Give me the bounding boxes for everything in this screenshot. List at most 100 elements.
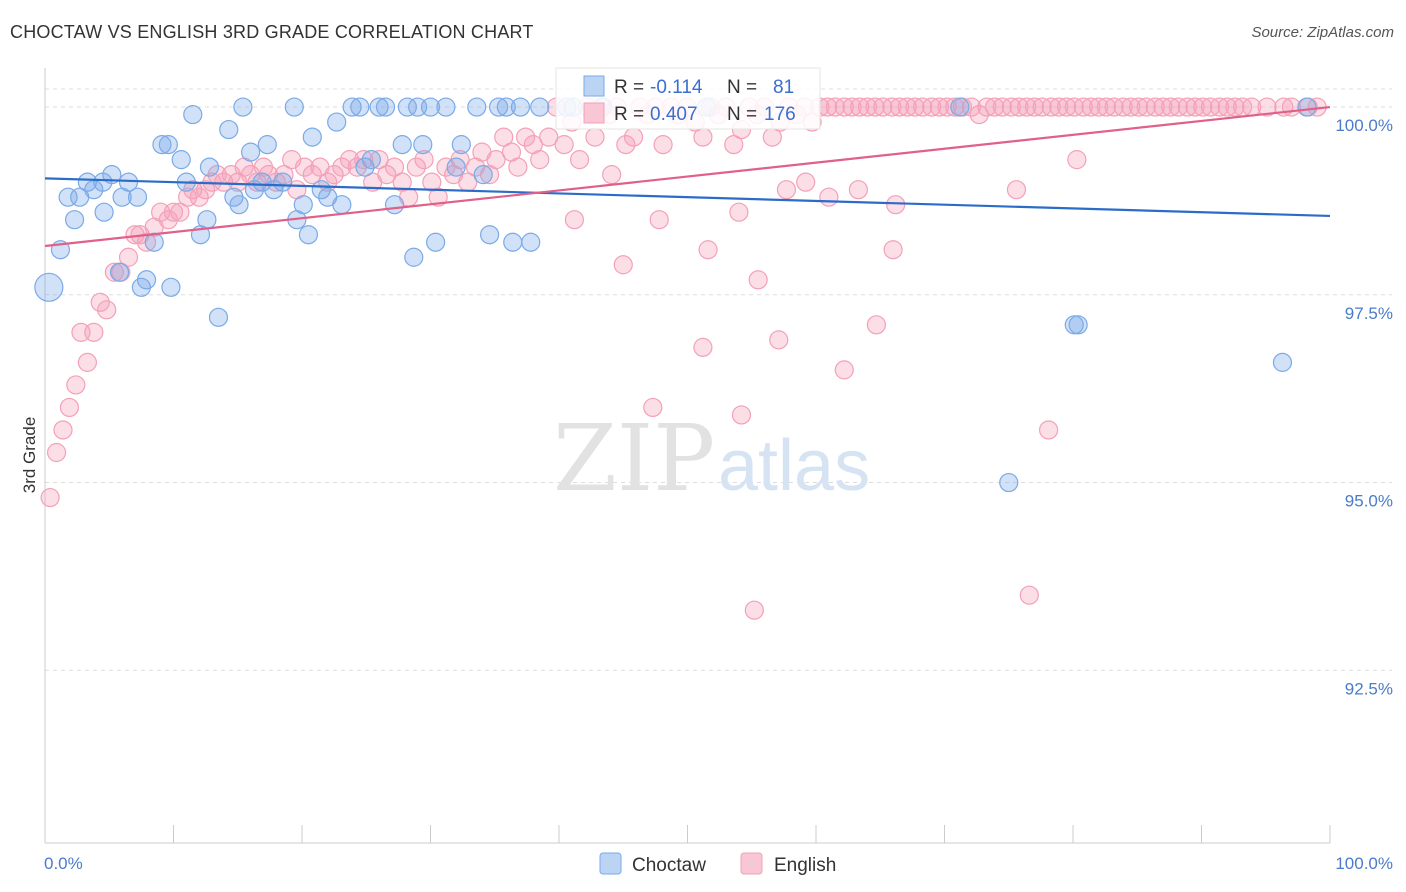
choctaw-point bbox=[446, 157, 466, 177]
y-tick-label: 97.5% bbox=[1345, 304, 1393, 323]
choctaw-point bbox=[298, 225, 319, 245]
english-point bbox=[214, 172, 234, 192]
choctaw-point bbox=[183, 104, 203, 125]
english-point bbox=[66, 375, 86, 395]
legend-swatch-choctaw bbox=[583, 75, 605, 97]
x-tick-label-max: 100.0% bbox=[1335, 854, 1393, 873]
english-point bbox=[819, 187, 839, 207]
english-point bbox=[377, 165, 397, 185]
choctaw-point bbox=[361, 150, 381, 170]
english-point bbox=[850, 97, 870, 117]
legend-english-swatch[interactable] bbox=[740, 852, 763, 875]
legend-n-label-1: N = bbox=[727, 77, 757, 98]
trend-lines bbox=[44, 105, 1331, 248]
legend-r-label-1: R = bbox=[614, 77, 644, 98]
english-point bbox=[602, 165, 622, 185]
english-point bbox=[848, 180, 869, 200]
english-point bbox=[922, 97, 942, 117]
english-point bbox=[865, 97, 885, 117]
english-point bbox=[1185, 97, 1205, 117]
english-point bbox=[1001, 97, 1021, 117]
choctaw-point bbox=[273, 172, 293, 192]
english-point bbox=[136, 232, 157, 252]
legend-choctaw-label[interactable]: Choctaw bbox=[632, 855, 706, 876]
choctaw-point bbox=[473, 165, 493, 185]
axes bbox=[44, 68, 1331, 844]
english-point bbox=[196, 180, 216, 200]
english-point bbox=[1128, 97, 1149, 117]
choctaw-point bbox=[94, 202, 114, 222]
english-point bbox=[53, 420, 73, 440]
english-point bbox=[77, 352, 98, 372]
choctaw-point bbox=[158, 135, 178, 155]
legend-r-value-2: 0.407 bbox=[650, 104, 698, 125]
english-point bbox=[1009, 97, 1029, 117]
english-point bbox=[40, 487, 60, 508]
english-point bbox=[1193, 97, 1213, 117]
english-point bbox=[969, 104, 989, 125]
choctaw-point bbox=[404, 247, 424, 267]
english-point bbox=[623, 127, 644, 147]
english-point bbox=[539, 127, 559, 147]
choctaw-point bbox=[252, 172, 272, 192]
choctaw-point bbox=[219, 119, 239, 140]
english-point bbox=[1225, 97, 1245, 117]
english-point bbox=[653, 135, 673, 155]
english-point bbox=[1161, 97, 1181, 117]
english-point bbox=[1217, 97, 1237, 117]
choctaw-point bbox=[64, 210, 85, 230]
choctaw-point bbox=[342, 97, 362, 117]
english-point bbox=[324, 165, 344, 185]
english-point bbox=[1081, 97, 1101, 117]
english-point bbox=[977, 97, 997, 117]
english-point bbox=[945, 97, 965, 117]
english-point bbox=[769, 330, 789, 350]
legend-n-label-2: N = bbox=[727, 104, 757, 125]
choctaw-point bbox=[521, 232, 541, 252]
choctaw-point bbox=[950, 97, 970, 117]
english-point bbox=[882, 97, 902, 117]
english-point bbox=[428, 187, 448, 207]
english-point bbox=[1038, 420, 1059, 440]
english-point bbox=[163, 202, 184, 222]
english-point bbox=[1019, 585, 1039, 605]
english-point bbox=[1017, 97, 1037, 117]
choctaw-point bbox=[284, 97, 304, 117]
english-point bbox=[961, 97, 982, 117]
english-point bbox=[189, 187, 209, 207]
choctaw-point bbox=[161, 277, 181, 297]
english-point bbox=[339, 150, 360, 170]
choctaw-point bbox=[397, 97, 417, 117]
choctaw-points bbox=[34, 97, 1317, 493]
english-point bbox=[118, 247, 139, 267]
choctaw-point bbox=[999, 472, 1019, 493]
english-point bbox=[796, 172, 816, 192]
english-point bbox=[857, 97, 878, 117]
y-tick-label: 95.0% bbox=[1345, 492, 1393, 511]
choctaw-point bbox=[1068, 315, 1088, 335]
legend-choctaw-swatch[interactable] bbox=[599, 852, 622, 875]
english-point bbox=[616, 135, 636, 155]
choctaw-point bbox=[420, 97, 441, 117]
choctaw-point bbox=[355, 157, 375, 177]
legend-n-value-1: 81 bbox=[773, 77, 794, 98]
english-point bbox=[897, 97, 917, 117]
english-point bbox=[889, 97, 910, 117]
english-point bbox=[354, 150, 374, 170]
english-point bbox=[724, 135, 744, 155]
english-point bbox=[1067, 150, 1087, 170]
english-point bbox=[90, 292, 110, 312]
english-point bbox=[332, 157, 352, 177]
english-point bbox=[929, 97, 949, 117]
choctaw-point bbox=[503, 232, 523, 252]
choctaw-point bbox=[451, 135, 471, 155]
axis-labels: 100.0% 97.5% 95.0% 92.5% 0.0% 100.0% 3rd Grade bbox=[20, 116, 1393, 873]
choctaw-point bbox=[233, 97, 253, 117]
legend-swatch-english bbox=[583, 102, 605, 124]
legend-english-label[interactable]: English bbox=[774, 855, 836, 876]
english-point bbox=[866, 315, 886, 335]
choctaw-point bbox=[311, 180, 331, 200]
chart-title: CHOCTAW VS ENGLISH 3RD GRADE CORRELATION… bbox=[10, 22, 534, 42]
choctaw-point bbox=[327, 112, 347, 132]
english-point bbox=[585, 127, 605, 147]
